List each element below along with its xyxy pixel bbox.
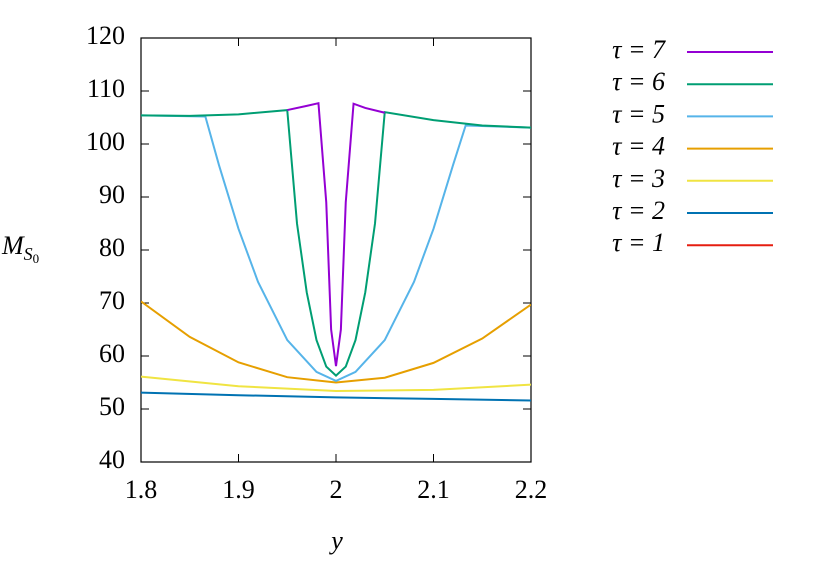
legend-label: τ = 3 — [612, 164, 665, 193]
x-tick-label: 1.8 — [125, 475, 158, 504]
x-axis-label: y — [328, 526, 343, 555]
x-tick-label: 1.9 — [222, 475, 255, 504]
x-tick-label: 2 — [330, 475, 343, 504]
x-tick-label: 2.2 — [515, 475, 548, 504]
plot-frame — [140, 37, 532, 463]
series-line — [141, 391, 531, 402]
series-line — [141, 375, 531, 392]
y-tick-label: 60 — [99, 339, 125, 368]
y-tick-label: 70 — [99, 286, 125, 315]
legend-label: τ = 5 — [612, 99, 665, 128]
legend-label: τ = 7 — [612, 35, 666, 64]
series-line — [141, 114, 531, 383]
y-label-sub: S — [24, 244, 33, 264]
x-tick-label: 2.1 — [417, 475, 450, 504]
y-tick-label: 40 — [99, 445, 125, 474]
y-tick-label: 80 — [99, 233, 125, 262]
series-line — [141, 108, 531, 377]
y-tick-label: 50 — [99, 392, 125, 421]
legend-label: τ = 2 — [612, 196, 665, 225]
y-tick-label: 110 — [87, 74, 125, 103]
legend-label: τ = 1 — [612, 228, 665, 257]
y-tick-label: 100 — [86, 127, 125, 156]
y-tick-label: 90 — [99, 180, 125, 209]
y-tick-label: 120 — [86, 21, 125, 50]
legend-label: τ = 6 — [612, 67, 665, 96]
y-axis-label: MS0 — [1, 231, 39, 266]
y-label-main: M — [1, 231, 25, 260]
y-label-subsub: 0 — [33, 251, 40, 266]
legend-label: τ = 4 — [612, 132, 665, 161]
series-line — [287, 101, 385, 367]
series-line — [141, 300, 531, 384]
